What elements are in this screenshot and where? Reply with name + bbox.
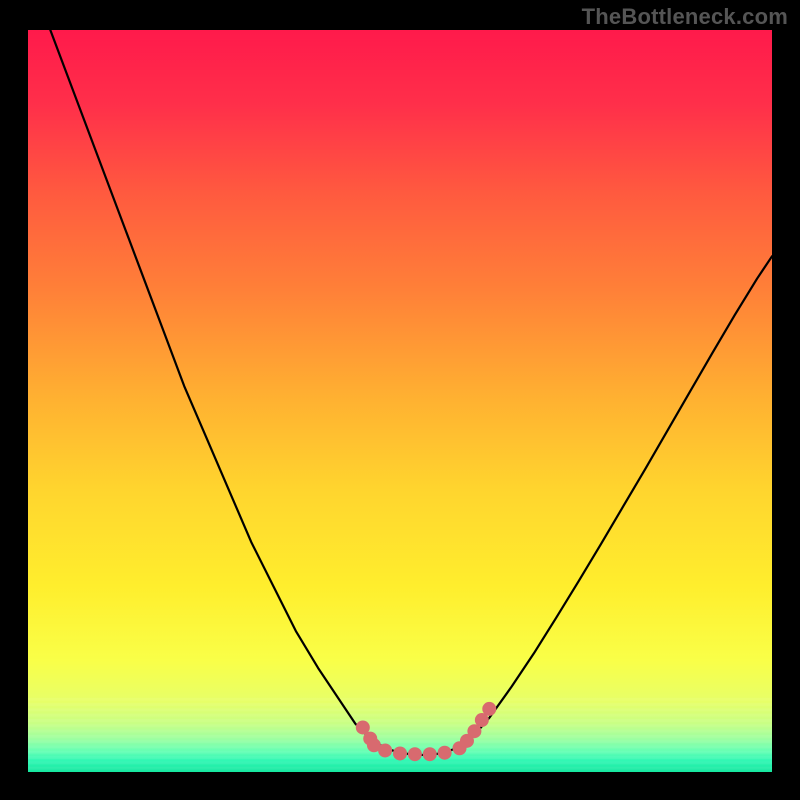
- chart-frame: TheBottleneck.com: [0, 0, 800, 800]
- bottleneck-chart: [0, 0, 800, 800]
- chart-gradient-bg: [28, 30, 772, 772]
- watermark-label: TheBottleneck.com: [582, 4, 788, 30]
